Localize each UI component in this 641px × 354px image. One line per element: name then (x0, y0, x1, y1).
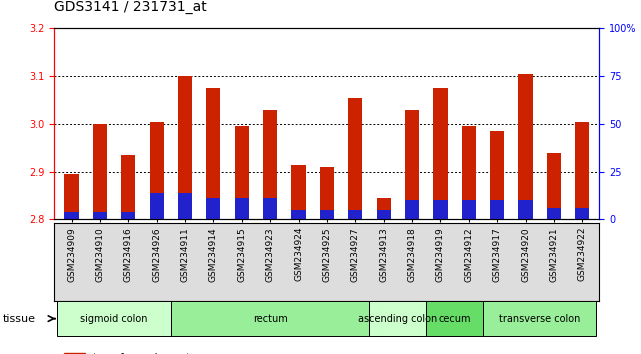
Text: GSM234910: GSM234910 (96, 227, 104, 282)
Text: GSM234920: GSM234920 (521, 227, 530, 281)
Bar (547, 153, 561, 219)
Text: GSM234925: GSM234925 (322, 227, 331, 281)
Bar (348, 98, 362, 219)
Text: cecum: cecum (438, 314, 471, 324)
Bar (178, 193, 192, 219)
Bar (292, 165, 306, 219)
Bar (462, 200, 476, 219)
Text: GSM234914: GSM234914 (209, 227, 218, 281)
Text: GSM234927: GSM234927 (351, 227, 360, 281)
Bar (348, 210, 362, 219)
Text: GSM234921: GSM234921 (549, 227, 558, 281)
Text: GSM234922: GSM234922 (578, 227, 587, 281)
Bar (519, 200, 533, 219)
Bar (490, 131, 504, 219)
Text: rectum: rectum (253, 314, 288, 324)
Bar (206, 88, 221, 219)
Text: GSM234923: GSM234923 (265, 227, 274, 281)
Bar (405, 110, 419, 219)
Bar (483, 301, 597, 336)
Legend: transformed count, percentile rank within the sample: transformed count, percentile rank withi… (60, 349, 273, 354)
Bar (433, 200, 447, 219)
Bar (292, 210, 306, 219)
Bar (178, 76, 192, 219)
Text: GSM234909: GSM234909 (67, 227, 76, 282)
Text: GSM234912: GSM234912 (464, 227, 473, 281)
Bar (426, 301, 483, 336)
Bar (263, 198, 278, 219)
Bar (149, 193, 163, 219)
Text: GSM234917: GSM234917 (493, 227, 502, 282)
Bar (462, 126, 476, 219)
Text: GSM234924: GSM234924 (294, 227, 303, 281)
Bar (320, 167, 334, 219)
Bar (369, 301, 426, 336)
Text: GSM234911: GSM234911 (181, 227, 190, 282)
Text: GSM234913: GSM234913 (379, 227, 388, 282)
Text: transverse colon: transverse colon (499, 314, 581, 324)
Bar (171, 301, 369, 336)
Text: GSM234915: GSM234915 (237, 227, 246, 282)
Bar (575, 121, 590, 219)
Bar (433, 88, 447, 219)
Bar (93, 212, 107, 219)
Bar (235, 126, 249, 219)
Text: tissue: tissue (3, 314, 36, 324)
Text: GSM234916: GSM234916 (124, 227, 133, 282)
Bar (121, 155, 135, 219)
Text: GSM234919: GSM234919 (436, 227, 445, 282)
Bar (490, 200, 504, 219)
Bar (121, 212, 135, 219)
Bar (206, 198, 221, 219)
Bar (235, 198, 249, 219)
Bar (64, 174, 79, 219)
Bar (405, 200, 419, 219)
Bar (519, 74, 533, 219)
Text: sigmoid colon: sigmoid colon (80, 314, 148, 324)
Text: GSM234926: GSM234926 (152, 227, 161, 281)
Text: GSM234918: GSM234918 (408, 227, 417, 282)
Text: GDS3141 / 231731_at: GDS3141 / 231731_at (54, 0, 207, 14)
Bar (57, 301, 171, 336)
Bar (64, 212, 79, 219)
Bar (320, 210, 334, 219)
Text: ascending colon: ascending colon (358, 314, 437, 324)
Bar (376, 198, 391, 219)
Bar (547, 207, 561, 219)
Bar (575, 207, 590, 219)
Bar (263, 110, 278, 219)
Bar (376, 210, 391, 219)
Bar (149, 121, 163, 219)
Bar (93, 124, 107, 219)
